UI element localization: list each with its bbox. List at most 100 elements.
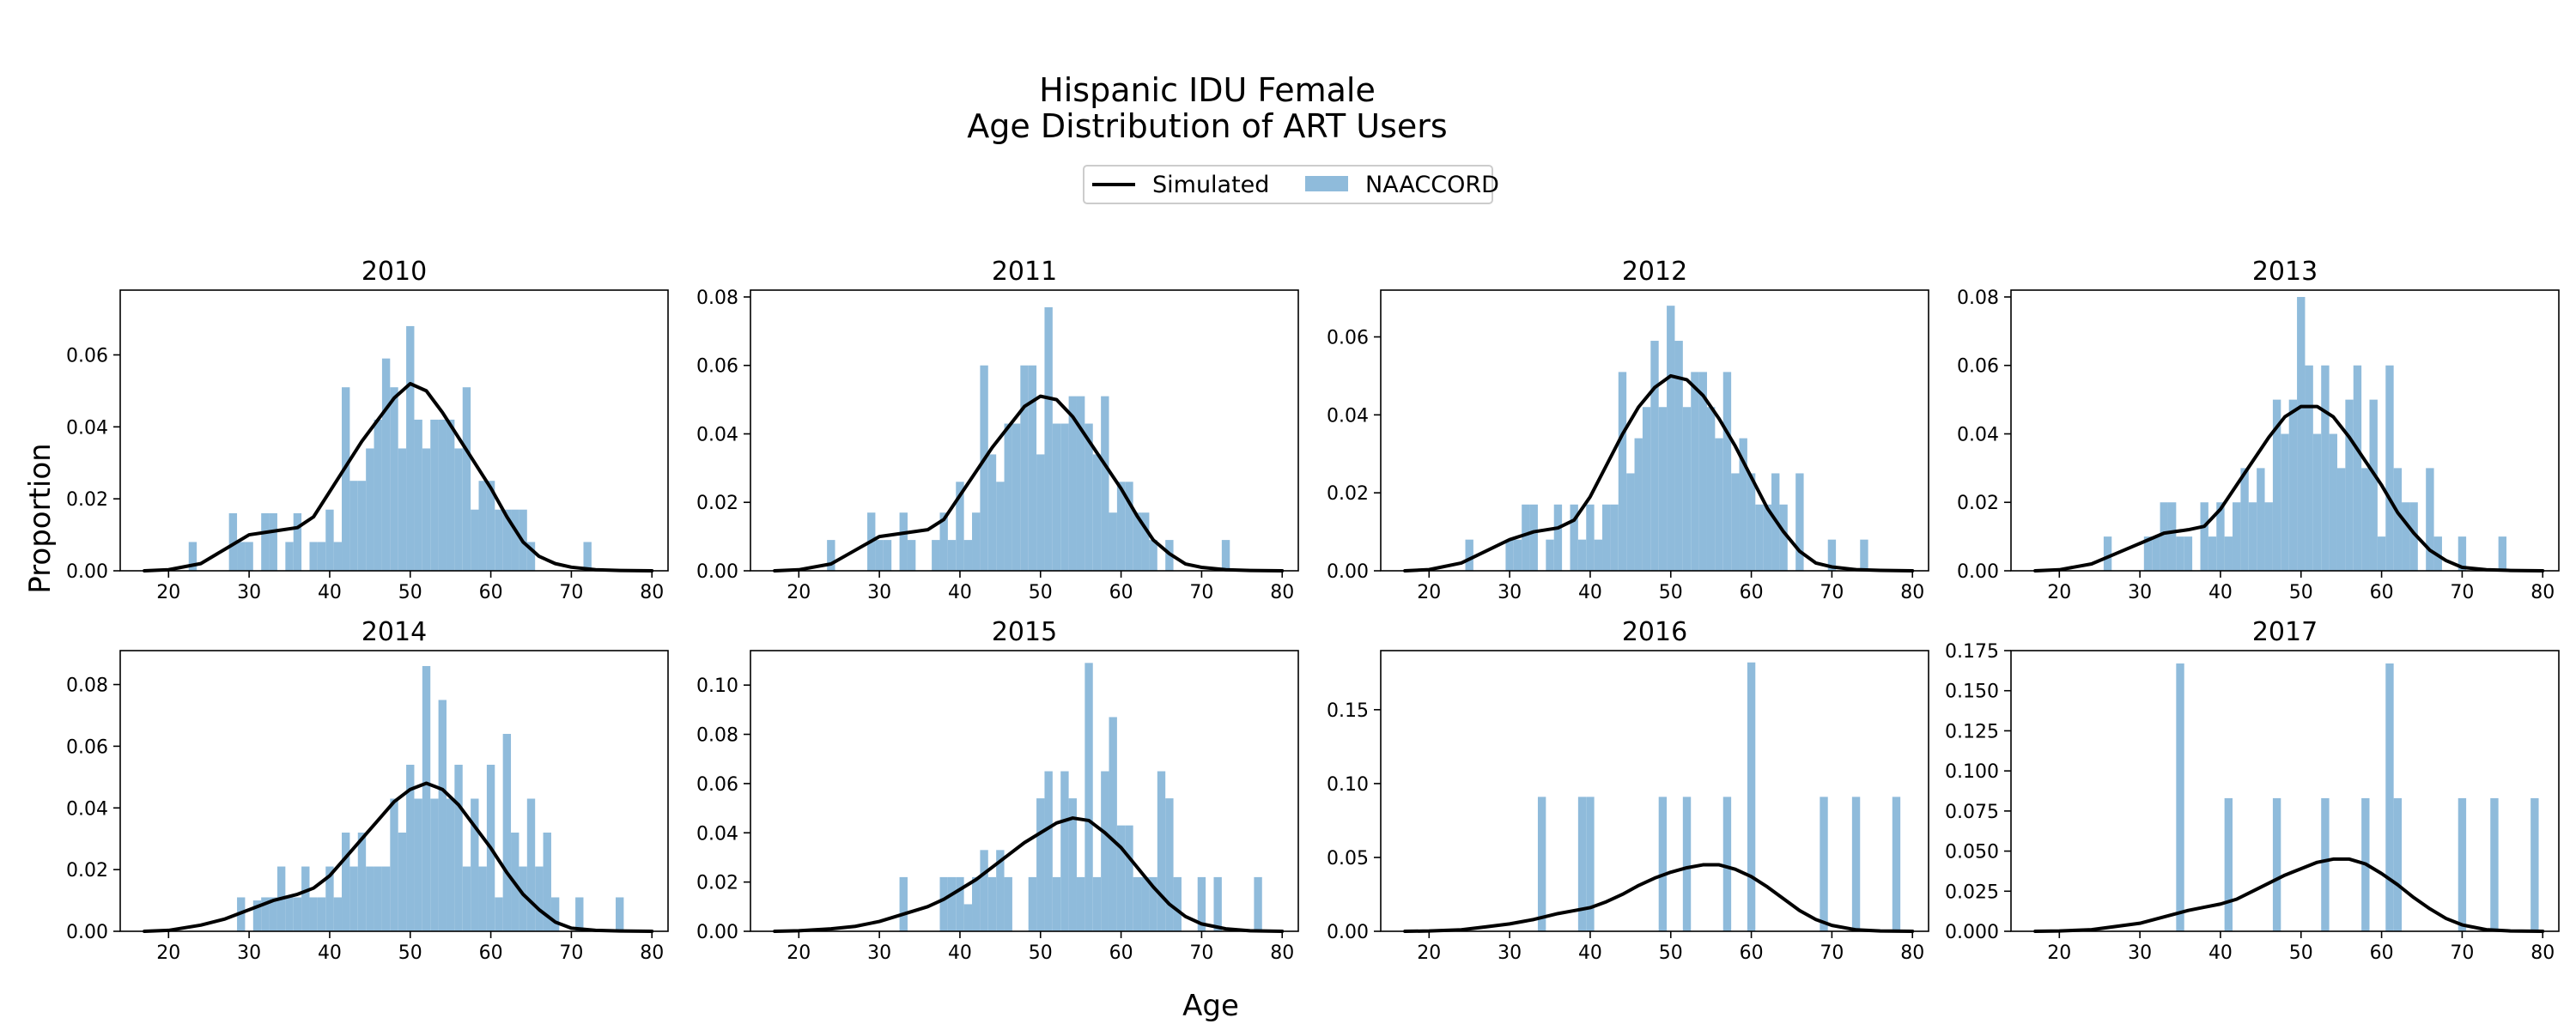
panel-7-x-tick-label: 30 (2128, 942, 2152, 964)
panel-0-bar (293, 512, 302, 571)
panel-1-x-tick-label: 20 (787, 582, 811, 603)
panel-3-bar (2143, 536, 2153, 571)
panel-5-bar (987, 876, 997, 931)
panel-7-x-tick-label: 40 (2208, 942, 2233, 964)
panel-0-bar (349, 481, 358, 571)
panel-3-bar (2257, 468, 2265, 571)
panel-0-y-tick-label: 0.00 (66, 561, 108, 583)
panel-5-axes-frame (750, 650, 1299, 932)
panel-1-bar (963, 540, 973, 571)
panel-1-x-tick-label: 80 (1270, 582, 1294, 603)
panel-2-bar (1553, 504, 1563, 571)
panel-5-bar (972, 876, 981, 931)
panel-0-bar (446, 419, 455, 571)
panel-2-bar (1634, 438, 1643, 571)
panel-5-bar (980, 850, 988, 931)
panel-1-bar (1133, 512, 1142, 571)
panel-5-x-tick-label: 40 (948, 942, 972, 964)
panel-0-title: 2010 (361, 257, 427, 287)
panel-0-bar (285, 542, 294, 571)
panel-3-bar (2385, 365, 2394, 571)
panel-1-bar (1036, 454, 1045, 571)
panel-4-bar (357, 833, 367, 931)
panel-2-bar (1642, 407, 1651, 571)
panel-5-bar (1052, 876, 1061, 931)
panel-6-title: 2016 (1622, 617, 1687, 647)
panel-2-x-tick-label: 20 (1417, 582, 1441, 603)
panel-5-bar (1109, 717, 1117, 931)
panel-4-x-tick-label: 70 (559, 942, 583, 964)
panel-6-bar (1722, 797, 1732, 931)
panel-5-bar (1101, 771, 1109, 931)
panel-4-bar (550, 897, 560, 931)
panel-3-bar (2409, 502, 2418, 571)
panel-4-bar (462, 866, 471, 931)
panel-6-simulated-line (1403, 863, 1915, 933)
panel-4-axes-frame (119, 650, 669, 932)
panel-0-bar (188, 542, 197, 571)
panel-0-bar (486, 481, 495, 571)
panel-1-bar (1101, 396, 1109, 571)
panel-1-bar (1068, 396, 1077, 571)
panel-3-bar (2160, 502, 2168, 571)
panel-4-title: 2014 (361, 617, 427, 647)
panel-7-bar (2224, 797, 2233, 931)
panel-5-bar (996, 850, 1005, 931)
panel-4-bar (349, 866, 358, 931)
panel-5-x-tick-label: 50 (1029, 942, 1053, 964)
panel-4-bar (293, 897, 302, 931)
panel-4-bar (301, 866, 310, 931)
panel-4-bar (471, 798, 479, 931)
panel-5-bar (1149, 876, 1157, 931)
panel-3-bar (2345, 399, 2354, 571)
panel-5-bar (1076, 876, 1085, 931)
panel-2-bar (1658, 407, 1668, 571)
panel-3-bar (2264, 502, 2273, 571)
panel-0-simulated-line (143, 382, 654, 573)
panel-3-x-tick-label: 50 (2289, 582, 2313, 603)
panel-3-bar (2240, 468, 2249, 571)
panel-3-bar (2297, 296, 2306, 571)
panel-5-x-tick-label: 80 (1270, 942, 1294, 964)
panel-4-bar (261, 897, 270, 931)
panel-4-x-tick-label: 30 (237, 942, 261, 964)
panel-4-bar (446, 798, 455, 931)
panel-1-bar (980, 365, 988, 571)
panel-0-y-tick-label: 0.04 (66, 417, 108, 439)
panel-5-bar (1068, 798, 1077, 931)
panel-0-bar (398, 448, 407, 571)
panel-2-y-tick-label: 0.04 (1327, 405, 1369, 427)
panel-3-y-tick-label: 0.04 (1957, 424, 1999, 445)
panel-2-bar (1594, 539, 1603, 571)
panel-6-bar (1682, 797, 1692, 931)
panel-3-bar (2224, 536, 2233, 571)
panel-5-x-tick-label: 20 (787, 942, 811, 964)
panel-2-bar (1618, 372, 1627, 572)
panel-7-bar (2176, 663, 2184, 931)
panel-0-x-tick-label: 70 (559, 582, 583, 603)
panel-5-bar (1028, 876, 1037, 931)
panel-4-bar (575, 897, 584, 931)
panel-5-y-tick-label: 0.06 (696, 774, 738, 796)
panel-1-bar (1004, 423, 1012, 571)
panel-0-bar (245, 542, 253, 571)
panel-6-x-tick-label: 80 (1900, 942, 1924, 964)
panel-2-bar (1739, 438, 1747, 571)
panel-1-y-tick-label: 0.00 (696, 561, 738, 583)
panel-3-bar (2184, 536, 2193, 571)
panel-0-bar (430, 419, 439, 571)
panel-6-y-tick-label: 0.00 (1327, 922, 1369, 943)
panel-7-y-tick-label: 0.150 (1945, 682, 1999, 703)
panel-1-x-tick-label: 60 (1109, 582, 1133, 603)
panel-2-bar (1465, 539, 1473, 571)
panel-5-bar (1157, 771, 1166, 931)
panel-5-bar (1133, 876, 1142, 931)
panel-4-bar (398, 833, 407, 931)
legend-box (1083, 165, 1493, 204)
panel-2-bar (1546, 539, 1554, 571)
panel-5-bar (1141, 876, 1150, 931)
panel-1-bar (1125, 482, 1133, 571)
panel-4-bar (325, 866, 334, 931)
panel-3-bar (2393, 468, 2403, 571)
